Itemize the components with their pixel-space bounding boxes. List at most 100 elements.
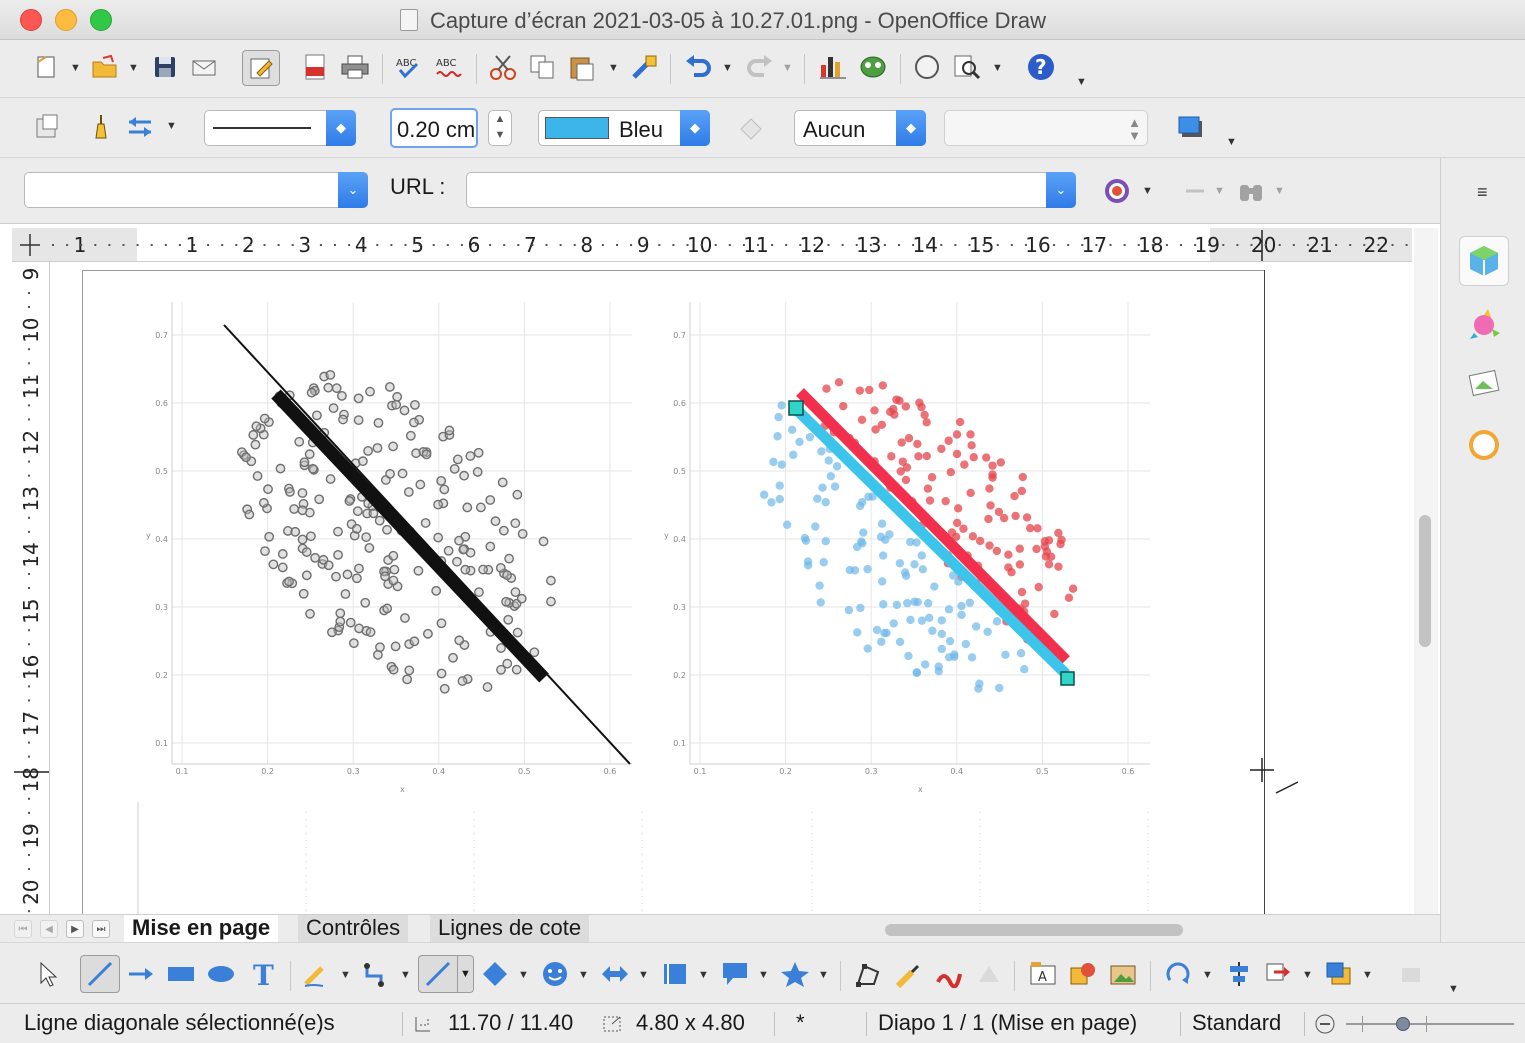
- edit-file-icon[interactable]: [242, 50, 280, 86]
- area-fill-icon[interactable]: [736, 112, 766, 142]
- line-arrow-icon[interactable]: [126, 959, 156, 989]
- next-tab-button[interactable]: ▶: [66, 920, 84, 938]
- flowchart-icon[interactable]: [660, 959, 690, 989]
- url-arrow[interactable]: ⌄: [1046, 172, 1076, 208]
- line-tool-icon[interactable]: [80, 955, 120, 993]
- ellipse-icon[interactable]: [206, 959, 236, 989]
- clone-format-icon[interactable]: [630, 52, 660, 82]
- insert-image-icon[interactable]: [1108, 959, 1138, 989]
- block-arrows-dropdown-icon[interactable]: ▼: [638, 969, 649, 981]
- line-width-field[interactable]: 0.20 cm: [390, 108, 478, 148]
- zoom-slider-track[interactable]: [1346, 1023, 1514, 1025]
- curve-dropdown-icon[interactable]: ▼: [340, 969, 351, 981]
- spellcheck-icon[interactable]: ABC: [394, 52, 424, 82]
- paste-dropdown-icon[interactable]: ▼: [608, 62, 619, 74]
- window-minimize-button[interactable]: [55, 9, 77, 31]
- target-icon[interactable]: [1102, 176, 1132, 206]
- hyperlink-text-arrow[interactable]: ⌄: [338, 172, 368, 208]
- styles-window-icon[interactable]: [32, 112, 62, 142]
- chart-icon[interactable]: [818, 52, 848, 82]
- hyperlink-button-dropdown-icon[interactable]: ▼: [1214, 185, 1225, 197]
- last-tab-button[interactable]: ⏭: [92, 920, 110, 938]
- area-fill-combo[interactable]: ▲ ▼: [944, 110, 1148, 146]
- area-fill-combo-arrow[interactable]: ▲ ▼: [1128, 115, 1141, 143]
- extrusion-icon[interactable]: [974, 959, 1004, 989]
- tab-mise-en-page[interactable]: Mise en page: [124, 915, 279, 942]
- shadow-icon[interactable]: [1176, 112, 1206, 142]
- sidebar-navigator-icon[interactable]: [1459, 420, 1509, 470]
- shadow-tool-icon[interactable]: [1324, 959, 1354, 989]
- gallery-shapes-icon[interactable]: [1068, 959, 1098, 989]
- arrange-dropdown-icon[interactable]: ▼: [1302, 969, 1313, 981]
- rectangle-icon[interactable]: [166, 959, 196, 989]
- hyperlink-text-combo[interactable]: ⌄: [24, 172, 368, 208]
- area-style-combo-arrow[interactable]: ◆: [896, 110, 926, 146]
- rotate-dropdown-icon[interactable]: ▼: [1202, 969, 1213, 981]
- undo-dropdown-icon[interactable]: ▼: [722, 62, 733, 74]
- undo-icon[interactable]: [684, 52, 714, 82]
- lines-arrows-dropdown-icon[interactable]: ▼: [457, 956, 473, 992]
- line-color-combo-arrow[interactable]: ◆: [680, 110, 710, 146]
- autospell-icon[interactable]: ABC: [434, 52, 464, 82]
- curve-icon[interactable]: [302, 959, 332, 989]
- line-style-combo[interactable]: ◆: [204, 110, 356, 146]
- save-icon[interactable]: [150, 52, 180, 82]
- line-width-value[interactable]: 0.20 cm: [397, 117, 476, 142]
- print-icon[interactable]: [340, 52, 370, 82]
- properties-icon[interactable]: [1459, 236, 1509, 286]
- callouts-dropdown-icon[interactable]: ▼: [758, 969, 769, 981]
- line-style-combo-arrow[interactable]: ◆: [326, 110, 356, 146]
- zoom-icon[interactable]: [952, 52, 982, 82]
- navigator-icon[interactable]: [912, 52, 942, 82]
- points-icon[interactable]: [854, 959, 884, 989]
- zoom-slider-thumb[interactable]: [1396, 1017, 1410, 1031]
- tab-controles[interactable]: Contrôles: [298, 915, 409, 942]
- toggle-extrusion-icon[interactable]: [1398, 959, 1428, 989]
- status-modified[interactable]: *: [796, 1010, 805, 1035]
- toolbar2-overflow-icon[interactable]: ▼: [1226, 136, 1237, 148]
- horizontal-ruler[interactable]: 1 1 2 3 4 5 6 7 8 9 10 11 12 13 14 15 16 17 18 19 20 21 22: [12, 228, 1412, 262]
- arrow-style-dropdown-icon[interactable]: ▼: [166, 120, 177, 132]
- text-icon[interactable]: T: [248, 959, 278, 989]
- fontwork-icon[interactable]: [934, 959, 964, 989]
- hyperlink-button-icon[interactable]: [1180, 176, 1210, 206]
- stars-icon[interactable]: [780, 959, 810, 989]
- connector-icon[interactable]: [362, 959, 392, 989]
- target-dropdown-icon[interactable]: ▼: [1142, 185, 1153, 197]
- zoom-dropdown-icon[interactable]: ▼: [992, 62, 1003, 74]
- redo-icon[interactable]: [744, 52, 774, 82]
- connector-dropdown-icon[interactable]: ▼: [400, 969, 411, 981]
- glue-points-icon[interactable]: [894, 959, 924, 989]
- open-icon[interactable]: [90, 52, 120, 82]
- area-style-combo[interactable]: Aucun ◆: [794, 110, 926, 146]
- gallery-icon[interactable]: [858, 52, 888, 82]
- horizontal-scroll-thumb[interactable]: [885, 924, 1183, 936]
- basic-shapes-dropdown-icon[interactable]: ▼: [518, 969, 529, 981]
- paste-icon[interactable]: [568, 52, 598, 82]
- select-icon[interactable]: [32, 959, 62, 989]
- sidebar-menu-icon[interactable]: ≡: [1477, 182, 1488, 202]
- status-size[interactable]: 4.80 x 4.80: [636, 1010, 745, 1035]
- arrange-icon[interactable]: [1264, 959, 1294, 989]
- symbol-shapes-icon[interactable]: [540, 959, 570, 989]
- line-width-spinner[interactable]: ▲ ▼: [488, 110, 512, 146]
- status-position[interactable]: 11.70 / 11.40: [448, 1010, 574, 1035]
- url-combo[interactable]: ⌄: [466, 172, 1076, 208]
- new-icon[interactable]: [32, 52, 62, 82]
- tab-lignes-de-cote[interactable]: Lignes de cote: [430, 915, 590, 942]
- flowchart-dropdown-icon[interactable]: ▼: [698, 969, 709, 981]
- lines-arrows-icon[interactable]: ▼: [418, 955, 474, 993]
- shadow-tool-dropdown-icon[interactable]: ▼: [1362, 969, 1373, 981]
- first-tab-button[interactable]: ⏮: [14, 920, 32, 938]
- zoom-out-icon[interactable]: [1314, 1013, 1336, 1041]
- from-file-icon[interactable]: A: [1028, 959, 1058, 989]
- block-arrows-icon[interactable]: [600, 959, 630, 989]
- prev-tab-button[interactable]: ◀: [40, 920, 58, 938]
- window-zoom-button[interactable]: [90, 9, 112, 31]
- rotate-icon[interactable]: [1164, 959, 1194, 989]
- pdf-icon[interactable]: [300, 52, 330, 82]
- status-master[interactable]: Standard: [1192, 1010, 1282, 1035]
- line-style-icon[interactable]: [86, 112, 116, 142]
- copy-icon[interactable]: [528, 52, 558, 82]
- embedded-image[interactable]: 0.7 0.6 0.5 0.4 0.3 0.2 0.1 0.1 0.2 0.3 0.4 0.5 0.6 y…: [52, 262, 1412, 914]
